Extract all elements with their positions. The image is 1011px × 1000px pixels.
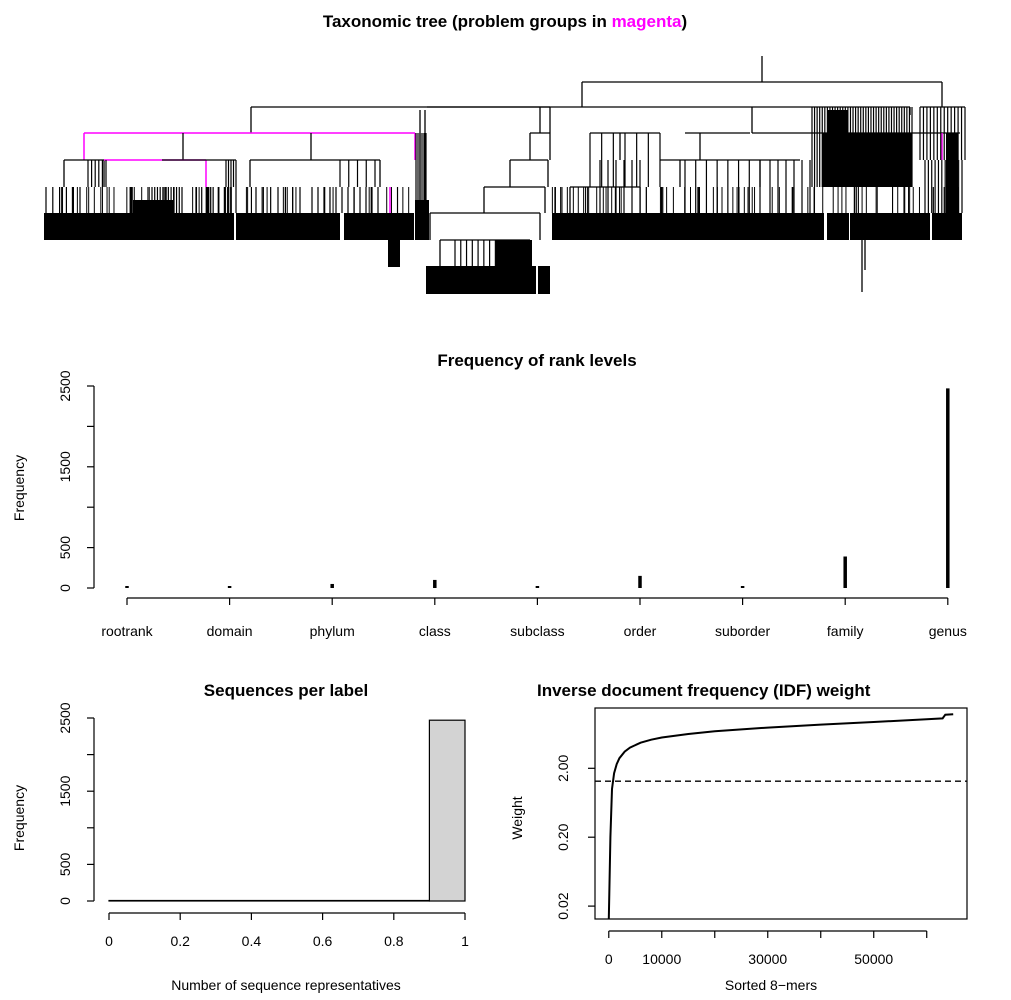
sequences-per-label-panel: Sequences per label Frequency Number of … — [11, 681, 469, 993]
tree-title-part-3: ) — [681, 12, 687, 31]
seq-y-tick-label: 500 — [57, 853, 73, 877]
tree-title-part-1: Taxonomic tree (problem groups in — [323, 12, 612, 31]
rank-x-tick-label: order — [624, 623, 657, 639]
idf-y-tick-label: 2.00 — [555, 754, 571, 781]
tree-dense-leaves — [946, 133, 958, 213]
seq-y-tick-label: 2500 — [57, 702, 73, 733]
rank-y-tick-label: 500 — [57, 536, 73, 560]
rank-y-tick-label: 0 — [57, 584, 73, 592]
rank-chart-title: Frequency of rank levels — [437, 351, 636, 370]
seq-y-tick-label: 1500 — [57, 775, 73, 806]
idf-y-tick-label: 0.02 — [555, 892, 571, 919]
rank-chart-bars — [125, 388, 950, 588]
rank-frequency-panel: Frequency of rank levels Frequency 0 500 1… — [11, 351, 967, 639]
rank-y-tick-label: 1500 — [57, 451, 73, 482]
rank-chart-ylabel: Frequency — [11, 455, 27, 521]
tree-dense-leaves — [932, 213, 962, 240]
idf-x-tick-label: 10000 — [642, 951, 681, 967]
rank-x-tick-label: family — [827, 623, 864, 639]
idf-x-tick-label: 0 — [605, 951, 613, 967]
seq-x-tick-label: 0.2 — [170, 933, 190, 949]
idf-x-tick-label: 50000 — [854, 951, 893, 967]
rank-x-tick-label: suborder — [715, 623, 771, 639]
tree-dense-leaves — [538, 266, 550, 294]
tree-dense-leaves — [827, 213, 849, 240]
idf-weight-panel: Inverse document frequency (IDF) weight … — [509, 681, 968, 993]
rank-x-tick-label: genus — [929, 623, 967, 639]
idf-chart-axes: 0.02 0.20 2.00 0 10000 30000 50000 — [555, 754, 928, 967]
tree-dense-leaves — [426, 266, 536, 294]
tree-dense-leaves — [44, 213, 234, 240]
seq-chart-xlabel: Number of sequence representatives — [171, 977, 401, 993]
idf-weight-curve — [607, 713, 954, 920]
rank-y-tick-label: 2500 — [57, 370, 73, 401]
tree-dense-leaves — [236, 213, 340, 240]
rank-x-tick-label: class — [419, 623, 451, 639]
seq-y-tick-label: 0 — [57, 897, 73, 905]
idf-x-tick-label: 30000 — [748, 951, 787, 967]
seq-x-tick-label: 1 — [461, 933, 469, 949]
rank-x-tick-label: rootrank — [101, 623, 153, 639]
tree-title: Taxonomic tree (problem groups in magent… — [323, 12, 687, 31]
idf-y-tick-label: 0.20 — [555, 823, 571, 850]
seq-x-tick-label: 0.6 — [313, 933, 333, 949]
idf-plot-frame — [594, 707, 968, 920]
tree-dense-leaves — [828, 110, 848, 150]
idf-chart-title: Inverse document frequency (IDF) weight — [537, 681, 871, 700]
rank-x-tick-label: domain — [207, 623, 253, 639]
dendrogram — [44, 56, 966, 294]
tree-dense-leaves — [552, 213, 824, 240]
seq-chart-ylabel: Frequency — [11, 785, 27, 851]
idf-chart-xlabel: Sorted 8−mers — [725, 977, 817, 993]
tree-dense-leaves — [344, 213, 414, 240]
tree-panel: Taxonomic tree (problem groups in magent… — [44, 12, 966, 294]
seq-chart-axes: 0 500 1500 2500 0 0.2 0.4 0.6 0.8 1 — [57, 702, 469, 949]
seq-x-tick-label: 0 — [105, 933, 113, 949]
seq-hist-bar-0 — [108, 899, 430, 902]
seq-chart-bars — [108, 719, 466, 902]
rank-chart-axes: 0 500 1500 2500 rootrank domain phylum class sub… — [57, 370, 967, 639]
tree-dense-leaves — [850, 213, 930, 240]
seq-x-tick-label: 0.8 — [384, 933, 404, 949]
rank-x-tick-label: phylum — [310, 623, 355, 639]
seq-chart-title: Sequences per label — [204, 681, 368, 700]
seq-hist-bar-1 — [428, 719, 466, 902]
seq-x-tick-label: 0.4 — [242, 933, 262, 949]
idf-chart-plot — [595, 713, 967, 920]
rank-x-tick-label: subclass — [510, 623, 564, 639]
tree-title-highlight-word: magenta — [612, 12, 682, 31]
tree-dense-leaves — [133, 200, 173, 213]
idf-chart-ylabel: Weight — [509, 796, 525, 839]
tree-dense-leaves — [388, 240, 400, 267]
tree-dense-leaves — [496, 240, 532, 266]
tree-dense-leaves — [415, 200, 429, 240]
